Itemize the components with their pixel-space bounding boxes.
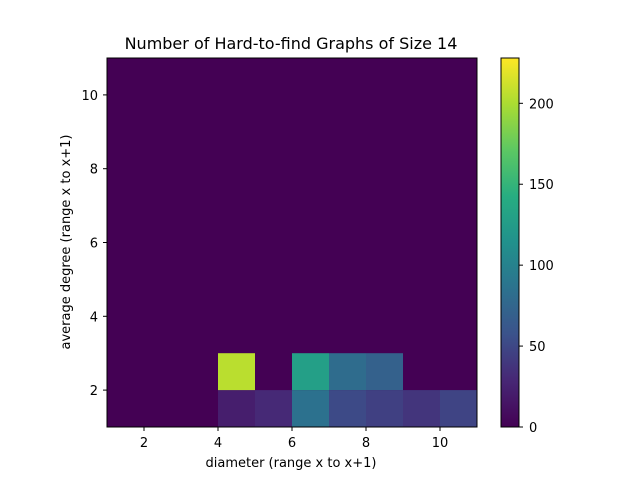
- y-axis-label: average degree (range x to x+1): [59, 135, 74, 350]
- x-axis: 2 4 6 8 10: [140, 427, 448, 451]
- x-axis-label: diameter (range x to x+1): [205, 456, 376, 471]
- heatmap-cell: [292, 390, 329, 427]
- x-tick-label: 2: [140, 436, 148, 451]
- heatmap-cell: [292, 353, 329, 391]
- heatmap-cell: [366, 353, 403, 391]
- heatmap-cell: [366, 390, 403, 427]
- y-tick-label: 6: [90, 237, 98, 252]
- colorbar-tick-label: 50: [529, 340, 546, 355]
- colorbar-gradient: [500, 57, 520, 428]
- y-tick-label: 4: [90, 310, 98, 325]
- heatmap-cell: [440, 390, 477, 427]
- plot-area: [106, 57, 478, 428]
- x-tick-label: 8: [362, 436, 370, 451]
- colorbar: 0 50 100 150 200: [500, 57, 554, 436]
- x-tick-label: 10: [432, 436, 449, 451]
- colorbar-tick-label: 150: [529, 178, 554, 193]
- y-axis: 2 4 6 8 10: [81, 89, 107, 399]
- colorbar-tick-label: 200: [529, 97, 554, 112]
- heatmap-cell: [218, 390, 255, 427]
- x-tick-label: 4: [214, 436, 222, 451]
- heatmap-cell: [329, 353, 366, 391]
- y-tick-label: 2: [90, 384, 98, 399]
- y-tick-label: 8: [90, 163, 98, 178]
- x-tick-label: 6: [288, 436, 296, 451]
- colorbar-tick-label: 100: [529, 259, 554, 274]
- heatmap-cell: [329, 390, 366, 427]
- heatmap-cell: [218, 353, 255, 391]
- chart-title: Number of Hard-to-find Graphs of Size 14: [125, 34, 458, 53]
- heatmap-cell: [403, 390, 440, 427]
- heatmap-cell: [255, 390, 292, 427]
- y-tick-label: 10: [81, 89, 98, 104]
- colorbar-tick-label: 0: [529, 421, 537, 436]
